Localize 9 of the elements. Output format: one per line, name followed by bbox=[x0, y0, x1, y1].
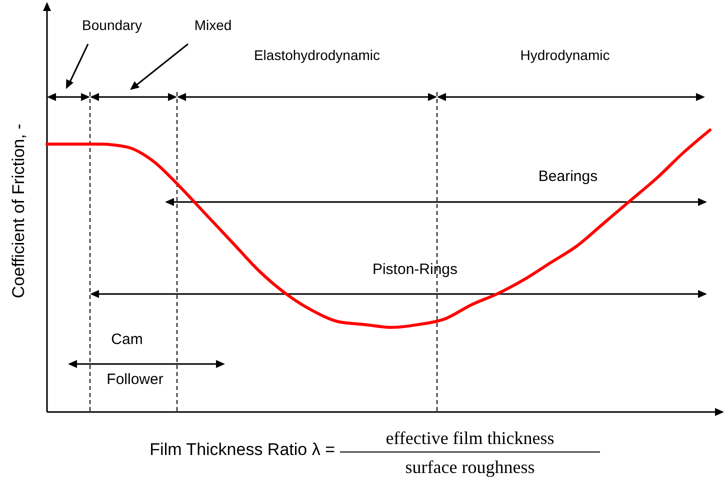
text: Hydrodynamic bbox=[520, 47, 610, 63]
annotation: Follower bbox=[106, 371, 164, 388]
annotation: Bearings bbox=[538, 168, 598, 185]
text: Elastohydrodynamic bbox=[254, 47, 380, 63]
annotation: Piston-Rings bbox=[372, 261, 458, 278]
text: Mixed bbox=[194, 17, 232, 33]
annotation: Cam bbox=[111, 331, 143, 348]
text: Boundary bbox=[82, 17, 142, 33]
y-axis-title: Coefficient of Friction, - bbox=[9, 124, 28, 298]
